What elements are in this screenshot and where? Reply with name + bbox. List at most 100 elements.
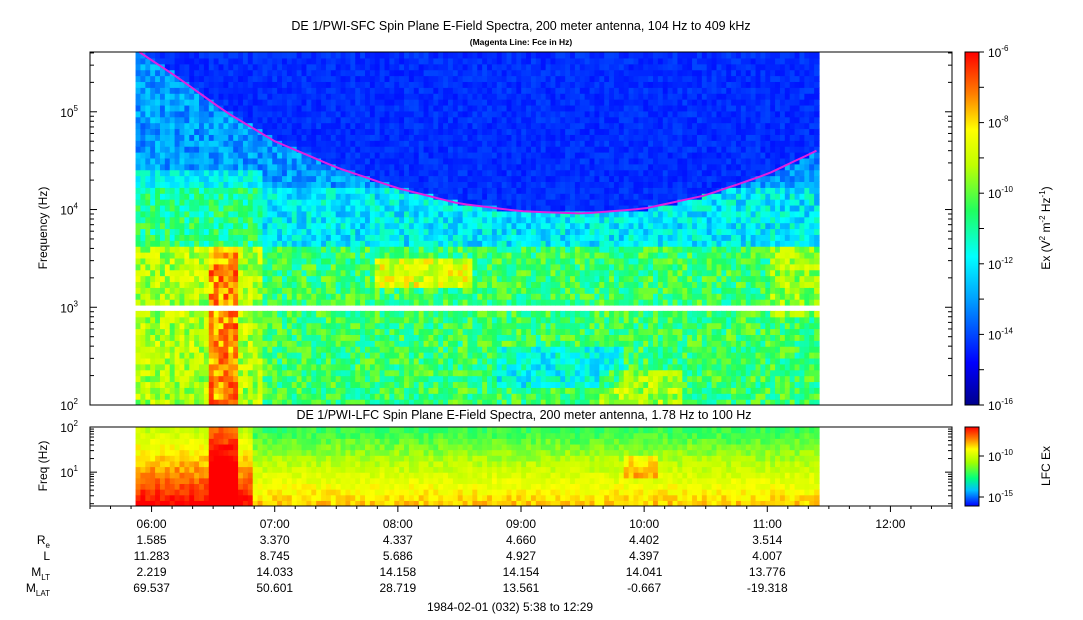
sfc-pixel xyxy=(384,216,391,224)
sfc-pixel xyxy=(140,316,146,324)
sfc-pixel xyxy=(199,204,205,212)
sfc-pixel xyxy=(472,110,478,118)
sfc-pixel xyxy=(296,93,303,100)
sfc-pixel xyxy=(233,293,239,300)
sfc-pixel xyxy=(155,387,161,394)
sfc-pixel xyxy=(262,346,268,353)
sfc-pixel xyxy=(345,228,351,235)
sfc-pixel xyxy=(540,69,547,77)
sfc-pixel xyxy=(340,69,347,77)
sfc-pixel xyxy=(325,146,332,153)
sfc-pixel xyxy=(428,363,434,371)
sfc-pixel xyxy=(262,157,268,165)
sfc-pixel xyxy=(355,252,361,259)
sfc-pixel xyxy=(184,316,190,324)
sfc-pixel xyxy=(184,357,190,365)
sfc-pixel xyxy=(291,175,298,183)
sfc-pixel xyxy=(540,310,547,318)
sfc-pixel xyxy=(443,393,449,400)
sfc-pixel xyxy=(345,334,351,341)
sfc-pixel xyxy=(472,75,478,83)
sfc-pixel xyxy=(511,246,517,253)
sfc-pixel xyxy=(491,275,498,283)
sfc-pixel xyxy=(301,352,308,359)
sfc-pixel xyxy=(145,199,151,206)
sfc-pixel xyxy=(267,387,273,394)
sfc-pixel xyxy=(233,228,239,235)
sfc-pixel xyxy=(408,146,415,153)
sfc-pixel xyxy=(213,246,220,253)
sfc-pixel xyxy=(155,399,161,405)
sfc-pixel xyxy=(369,122,376,130)
sfc-pixel xyxy=(443,240,449,247)
sfc-pixel xyxy=(526,393,532,400)
sfc-pixel xyxy=(545,310,552,318)
sfc-pixel xyxy=(174,293,181,300)
sfc-pixel xyxy=(208,252,215,259)
sfc-pixel xyxy=(257,322,264,330)
sfc-pixel xyxy=(511,222,517,230)
sfc-pixel xyxy=(282,87,288,94)
sfc-pixel xyxy=(140,210,146,218)
sfc-pixel xyxy=(526,234,532,241)
sfc-pixel xyxy=(199,334,205,341)
sfc-pixel xyxy=(330,281,337,288)
sfc-pixel xyxy=(179,381,185,388)
sfc-pixel xyxy=(306,169,312,177)
sfc-pixel xyxy=(457,316,464,324)
sfc-pixel xyxy=(438,187,444,194)
sfc-pixel xyxy=(140,328,146,335)
sfc-pixel xyxy=(428,110,434,118)
sfc-pixel xyxy=(423,163,430,171)
sfc-pixel xyxy=(286,210,293,218)
sfc-pixel xyxy=(208,352,215,359)
sfc-pixel xyxy=(311,169,317,177)
sfc-pixel xyxy=(316,334,322,341)
sfc-pixel xyxy=(135,263,142,271)
sfc-pixel xyxy=(443,228,449,235)
sfc-pixel xyxy=(413,310,420,318)
sfc-pixel xyxy=(413,399,420,405)
sfc-pixel xyxy=(311,128,317,135)
sfc-pixel xyxy=(140,257,146,265)
sfc-pixel xyxy=(535,116,542,124)
sfc-pixel xyxy=(428,187,434,194)
sfc-pixel xyxy=(311,363,317,371)
sfc-pixel xyxy=(340,75,347,83)
sfc-pixel xyxy=(394,393,400,400)
sfc-pixel xyxy=(296,157,303,165)
sfc-pixel xyxy=(282,199,288,206)
sfc-pixel xyxy=(369,387,376,394)
sfc-pixel xyxy=(267,181,273,188)
sfc-pixel xyxy=(418,257,425,265)
sfc-pixel xyxy=(184,257,190,265)
sfc-pixel xyxy=(169,140,176,147)
sfc-pixel xyxy=(477,110,483,118)
sfc-pixel xyxy=(213,63,220,71)
sfc-pixel xyxy=(428,369,434,377)
sfc-pixel xyxy=(316,116,322,124)
sfc-pixel xyxy=(277,99,283,106)
sfc-pixel xyxy=(447,169,454,177)
sfc-pixel xyxy=(228,140,234,147)
sfc-pixel xyxy=(140,334,146,341)
sfc-pixel xyxy=(374,193,381,200)
sfc-pixel xyxy=(487,352,493,359)
sfc-pixel xyxy=(501,140,508,147)
sfc-pixel xyxy=(316,357,322,365)
sfc-pixel xyxy=(194,234,200,241)
sfc-pixel xyxy=(189,87,195,94)
sfc-pixel xyxy=(428,52,434,59)
sfc-pixel xyxy=(340,263,347,271)
sfc-pixel xyxy=(272,104,278,112)
sfc-pixel xyxy=(408,399,415,405)
sfc-pixel xyxy=(340,222,347,230)
sfc-pixel xyxy=(316,222,322,230)
sfc-pixel xyxy=(384,246,391,253)
sfc-pixel xyxy=(238,310,244,318)
sfc-pixel xyxy=(501,257,508,265)
sfc-pixel xyxy=(335,393,342,400)
sfc-pixel xyxy=(184,163,190,171)
sfc-pixel xyxy=(238,340,244,347)
sfc-pixel xyxy=(155,193,161,200)
